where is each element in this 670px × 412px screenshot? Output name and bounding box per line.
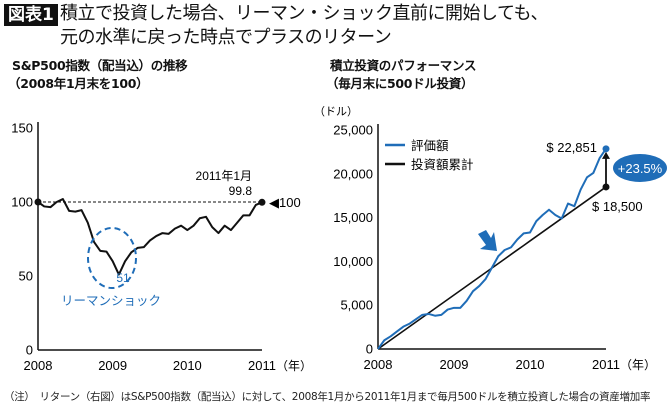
title-line-1: 積立で投資した場合、リーマン・ショック直前に開始しても、 <box>60 3 549 24</box>
y-tick-label: 100 <box>11 195 33 210</box>
y-tick-label: 0 <box>26 343 33 358</box>
figure-badge: 図表1 <box>4 4 58 26</box>
title-line-2: 元の水準に戻った時点でプラスのリターン <box>60 27 392 48</box>
x-tick-label: 2010 <box>516 357 545 372</box>
right-chart-title: 積立投資のパフォーマンス <box>330 58 477 73</box>
y-tick-label: 0 <box>366 342 373 357</box>
left-chart-title: S&P500指数（配当込）の推移 <box>12 58 188 73</box>
x-tick-label: 2011 <box>248 358 276 373</box>
right-chart-subtitle: （毎月末に500ドル投資） <box>326 76 474 91</box>
lehman-shock-circle <box>87 227 137 289</box>
min-value-label: 51 <box>116 271 130 285</box>
y-tick-label: 25,000 <box>333 123 373 138</box>
x-tick-label: 2008 <box>364 357 393 372</box>
x-axis-unit: （年） <box>276 359 312 373</box>
return-badge <box>613 154 667 182</box>
y-tick-label: 150 <box>11 121 33 136</box>
y-tick-label: 50 <box>19 269 33 284</box>
y-axis-unit: （ドル） <box>314 105 358 118</box>
end-value-marker <box>602 145 610 153</box>
y-tick-label: 10,000 <box>333 254 373 269</box>
end-value-label: 99.8 <box>229 184 253 198</box>
end-date-label: 2011年1月 <box>196 169 252 183</box>
y-tick-label: 15,000 <box>333 210 373 225</box>
lehman-shock-label: リーマンショック <box>61 294 161 308</box>
left-chart-subtitle: （2008年1月末を100） <box>8 76 149 91</box>
x-tick-label: 2008 <box>24 358 53 373</box>
x-tick-label: 2009 <box>440 357 469 372</box>
end-point-marker <box>258 198 266 206</box>
end-value-label: $ 22,851 <box>546 140 597 155</box>
down-right-arrow-icon <box>478 230 497 251</box>
end-invested-label: $ 18,500 <box>592 199 643 214</box>
gain-arrow-head-icon <box>602 151 610 159</box>
x-tick-label: 2011 <box>592 357 620 372</box>
legend-label: 投資額累計 <box>411 157 474 172</box>
x-axis-unit: （年） <box>620 358 656 372</box>
start-point-marker <box>34 198 42 206</box>
reference-value-label: ◀100 <box>269 195 301 210</box>
footnote: （注） リターン（右図）はS&P500指数（配当込）に対して、2008年1月から… <box>4 391 651 403</box>
legend-label: 評価額 <box>411 138 449 153</box>
y-tick-label: 20,000 <box>333 166 373 181</box>
y-tick-label: 5,000 <box>340 298 373 313</box>
return-badge-label: +23.5% <box>618 161 663 176</box>
x-tick-label: 2010 <box>173 358 202 373</box>
x-tick-label: 2009 <box>98 358 127 373</box>
sp500-index-line <box>37 198 263 276</box>
